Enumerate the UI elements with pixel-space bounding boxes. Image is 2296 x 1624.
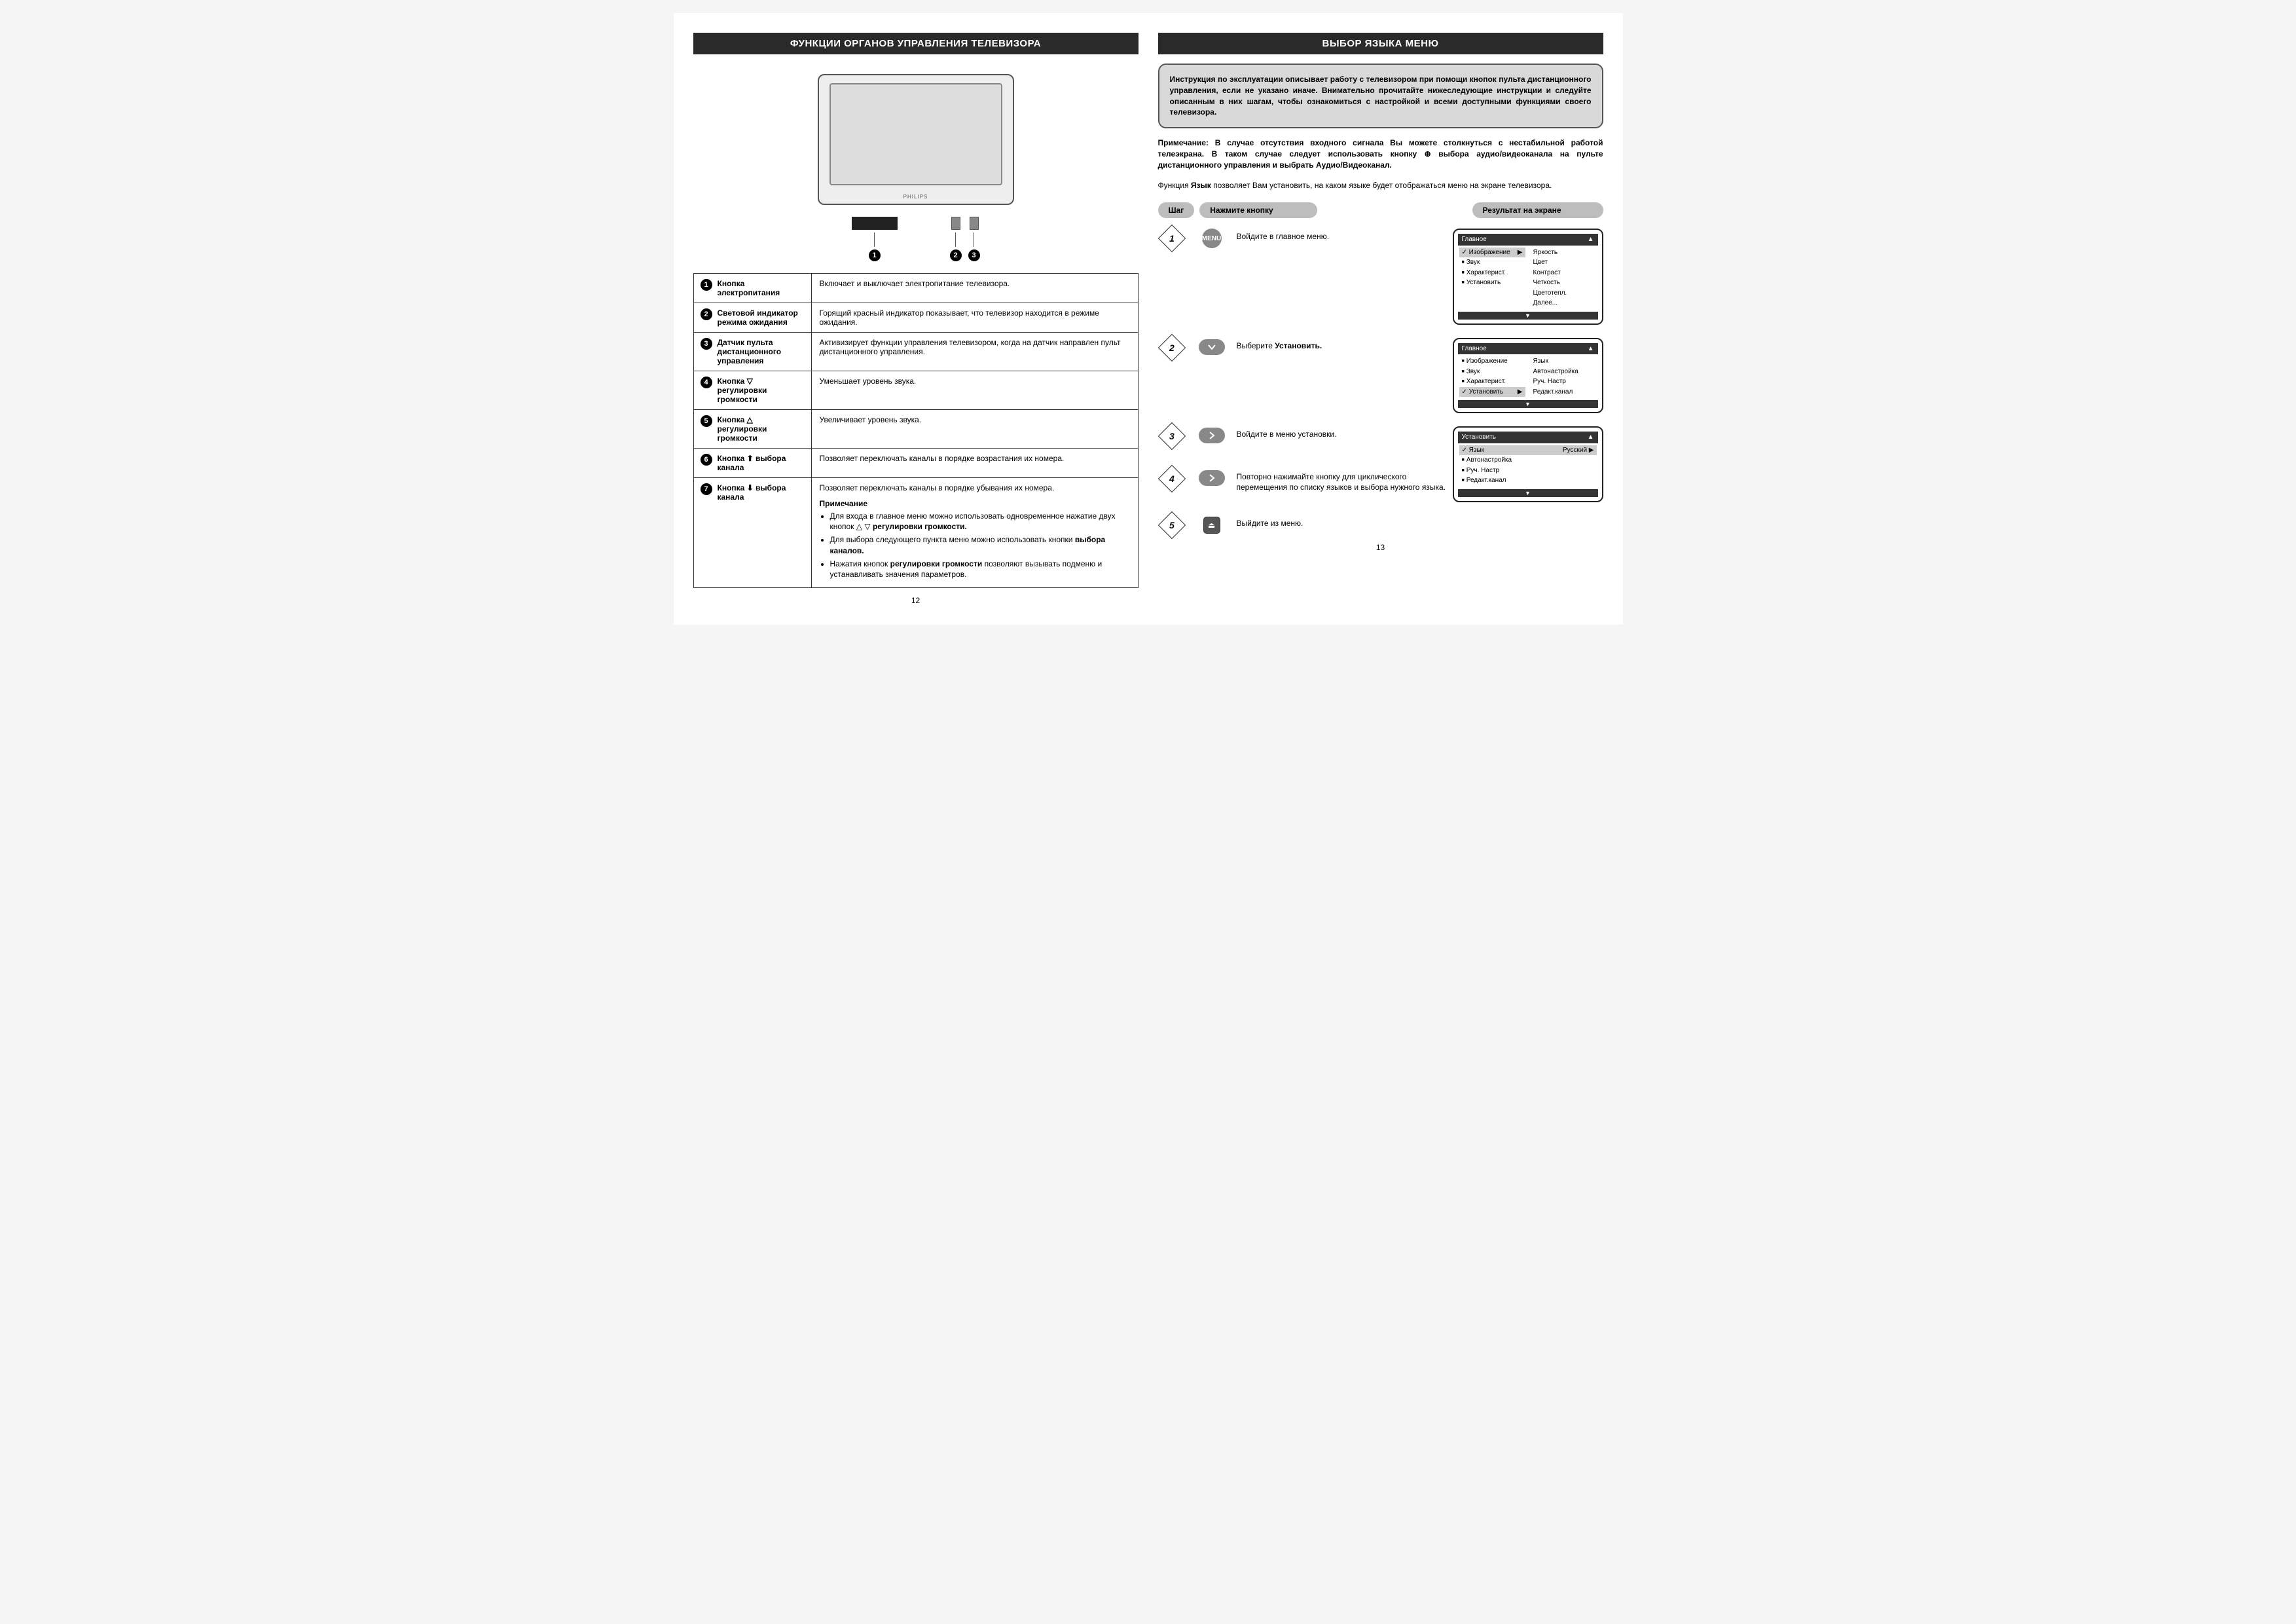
note-title: Примечание	[820, 499, 1130, 508]
col-result: Результат на экране	[1472, 202, 1603, 218]
control-description: Горящий красный индикатор показывает, чт…	[812, 303, 1138, 332]
right-title-bar: ВЫБОР ЯЗЫКА МЕНЮ	[1158, 33, 1603, 54]
osd-item: ✓ ЯзыкРусский ▶	[1459, 445, 1597, 456]
osd-menu: Главное▲✓ Изображение ▶■Звук■Характерист…	[1453, 229, 1603, 325]
callout-1: 1	[869, 249, 881, 261]
indicator-box-2	[951, 217, 960, 230]
step-text: Войдите в главное меню.	[1237, 229, 1446, 242]
row-badge: 7	[701, 483, 712, 495]
control-label: Кнопка ⬆ выбора канала	[718, 454, 805, 472]
control-label: Кнопка электропитания	[718, 279, 805, 297]
osd-item: ■Установить	[1459, 278, 1525, 288]
osd-item: ✓ Изображение ▶	[1459, 248, 1525, 258]
signal-note: Примечание: В случае отсутствия входного…	[1158, 138, 1603, 170]
osd-subitem: Контраст	[1531, 268, 1597, 278]
note-item: Для выбора следующего пункта меню можно …	[830, 534, 1130, 555]
note-item: Для входа в главное меню можно использов…	[830, 511, 1130, 532]
osd-subitem: Яркость	[1531, 248, 1597, 258]
table-row: 3 Датчик пульта дистанционного управления…	[694, 332, 1138, 371]
steps-grid: 1MENUВойдите в главное меню.Главное▲✓ Из…	[1158, 229, 1603, 535]
step-text: Выберите Установить.	[1237, 338, 1446, 351]
osd-subitem: Язык	[1531, 356, 1597, 367]
step-diamond: 1	[1157, 225, 1185, 252]
osd-item: ■Звук	[1459, 367, 1525, 377]
step-text: Повторно нажимайте кнопку для циклическо…	[1237, 469, 1446, 492]
osd-menu: Главное▲■Изображение■Звук■Характерист.✓ …	[1453, 338, 1603, 414]
page-number-left: 12	[693, 596, 1139, 605]
control-description: Позволяет переключать каналы в порядке в…	[812, 449, 1138, 477]
indicator-box-1	[852, 217, 898, 230]
down-button-icon	[1199, 339, 1225, 355]
control-description: Активизирует функции управления телевизо…	[812, 333, 1138, 371]
osd-subitem: Четкость	[1531, 278, 1597, 288]
osd-item: ■Звук	[1459, 257, 1525, 268]
control-label: Кнопка ⬇ выбора канала	[718, 483, 805, 502]
row-badge: 5	[701, 415, 712, 427]
table-row: 6 Кнопка ⬆ выбора канала Позволяет переклю…	[694, 448, 1138, 477]
row-badge: 2	[701, 308, 712, 320]
left-title-bar: ФУНКЦИИ ОРГАНОВ УПРАВЛЕНИЯ ТЕЛЕВИЗОРА	[693, 33, 1139, 54]
control-label: Датчик пульта дистанционного управления	[718, 338, 805, 365]
step-text: Выйдите из меню.	[1237, 515, 1446, 528]
step-diamond: 2	[1157, 334, 1185, 361]
col-step: Шаг	[1158, 202, 1195, 218]
page-number-right: 13	[1158, 543, 1603, 552]
note-item: Нажатия кнопок регулировки громкости поз…	[830, 559, 1130, 580]
table-row: 7 Кнопка ⬇ выбора канала Позволяет переклю…	[694, 477, 1138, 587]
control-label: Кнопка △ регулировки громкости	[718, 415, 805, 443]
step-diamond: 5	[1157, 511, 1185, 539]
osd-cell: Установить▲✓ ЯзыкРусский ▶■Автонастройка…	[1453, 426, 1603, 502]
page-right: ВЫБОР ЯЗЫКА МЕНЮ Инструкция по эксплуата…	[1158, 33, 1603, 605]
osd-subitem: Далее...	[1531, 298, 1597, 308]
control-description: Включает и выключает электропитание теле…	[812, 274, 1138, 303]
row-badge: 4	[701, 377, 712, 388]
tv-brand-label: PHILIPS	[819, 194, 1013, 200]
page-left: ФУНКЦИИ ОРГАНОВ УПРАВЛЕНИЯ ТЕЛЕВИЗОРА PH…	[693, 33, 1139, 605]
osd-item: ■Редакт.канал	[1459, 475, 1597, 486]
col-press: Нажмите кнопку	[1199, 202, 1317, 218]
exit-button-icon: ⏏	[1203, 517, 1220, 534]
controls-table: 1 Кнопка электропитания Включает и выключа…	[693, 273, 1139, 588]
osd-menu: Установить▲✓ ЯзыкРусский ▶■Автонастройка…	[1453, 426, 1603, 502]
row-badge: 3	[701, 338, 712, 350]
osd-item: ■Руч. Настр	[1459, 466, 1597, 476]
osd-item: ■Автонастройка	[1459, 455, 1597, 466]
step-diamond: 4	[1157, 465, 1185, 492]
right-button-icon	[1199, 470, 1225, 486]
row-badge: 1	[701, 279, 712, 291]
table-row: 4 Кнопка ▽ регулировки громкости Уменьшает…	[694, 371, 1138, 409]
step-text: Войдите в меню установки.	[1237, 426, 1446, 439]
step-column-headers: Шаг Нажмите кнопку Результат на экране	[1158, 202, 1603, 218]
osd-subitem: Редакт.канал	[1531, 387, 1597, 397]
menu-button-icon: MENU	[1202, 229, 1222, 248]
osd-subitem: Автонастройка	[1531, 367, 1597, 377]
right-button-icon	[1199, 428, 1225, 443]
osd-item: ✓ Установить ▶	[1459, 387, 1525, 397]
osd-subitem: Цветотепл.	[1531, 288, 1597, 299]
callout-3: 3	[968, 249, 980, 261]
osd-subitem: Цвет	[1531, 257, 1597, 268]
table-row: 5 Кнопка △ регулировки громкостиУвеличива…	[694, 409, 1138, 448]
language-function-para: Функция Язык позволяет Вам установить, н…	[1158, 180, 1603, 191]
instruction-box: Инструкция по эксплуатации описывает раб…	[1158, 64, 1603, 128]
control-description: Позволяет переключать каналы в порядке у…	[812, 478, 1138, 587]
control-description: Увеличивает уровень звука.	[812, 410, 1138, 448]
control-description: Уменьшает уровень звука.	[812, 371, 1138, 409]
row-badge: 6	[701, 454, 712, 466]
control-label: Световой индикатор режима ожидания	[718, 308, 805, 327]
control-label: Кнопка ▽ регулировки громкости	[718, 377, 805, 404]
osd-cell: Главное▲■Изображение■Звук■Характерист.✓ …	[1453, 338, 1603, 414]
table-row: 1 Кнопка электропитания Включает и выключа…	[694, 274, 1138, 303]
osd-item: ■Характерист.	[1459, 268, 1525, 278]
osd-cell: Главное▲✓ Изображение ▶■Звук■Характерист…	[1453, 229, 1603, 325]
manual-spread: ФУНКЦИИ ОРГАНОВ УПРАВЛЕНИЯ ТЕЛЕВИЗОРА PH…	[674, 13, 1623, 625]
table-row: 2 Световой индикатор режима ожидания Горящ…	[694, 303, 1138, 332]
osd-item: ■Изображение	[1459, 356, 1525, 367]
indicator-box-3	[970, 217, 979, 230]
step-diamond: 3	[1157, 422, 1185, 450]
osd-subitem: Руч. Настр	[1531, 377, 1597, 387]
callout-2: 2	[950, 249, 962, 261]
tv-illustration: PHILIPS 1 2	[693, 74, 1139, 261]
osd-item: ■Характерист.	[1459, 377, 1525, 387]
